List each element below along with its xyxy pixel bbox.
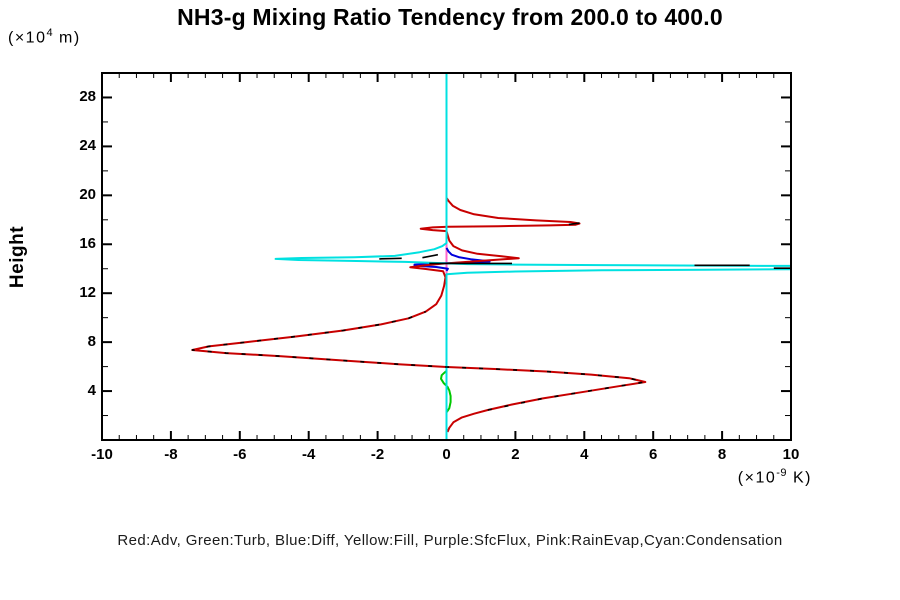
y-tick-label: 24 xyxy=(79,137,96,155)
series-adv xyxy=(191,197,647,433)
x-unit-open: (×10 xyxy=(737,469,777,487)
x-tick-label: 10 xyxy=(782,446,800,463)
y-axis-unit-label: (×104 m) xyxy=(8,27,81,47)
y-tick-label: 12 xyxy=(79,284,96,302)
y-tick-label: 16 xyxy=(79,235,96,253)
x-unit-close: K) xyxy=(787,469,812,487)
x-tick-label: -2 xyxy=(370,446,385,463)
x-unit-exponent: -9 xyxy=(776,467,788,479)
x-tick-label: -10 xyxy=(91,446,113,463)
page-title: NH3-g Mixing Ratio Tendency from 200.0 t… xyxy=(177,4,723,30)
x-axis-unit-label: (×10-9 K) xyxy=(492,467,812,487)
x-tick-label: -6 xyxy=(233,446,247,463)
series-black-overlay-solid xyxy=(379,257,402,260)
y-unit-close: m) xyxy=(53,29,81,47)
series-condensation xyxy=(274,74,790,439)
x-tick-label: 2 xyxy=(511,446,520,463)
y-tick-label: 28 xyxy=(79,88,96,106)
y-tick-label: 20 xyxy=(79,186,96,204)
x-tick-label: 8 xyxy=(717,446,727,463)
series-black-overlay-solid xyxy=(568,222,580,226)
y-unit-exponent: 4 xyxy=(46,27,54,39)
series-diff xyxy=(413,247,491,272)
x-tick-label: 4 xyxy=(580,446,589,463)
legend-text: Red:Adv, Green:Turb, Blue:Diff, Yellow:F… xyxy=(117,532,783,549)
x-tick-label: -4 xyxy=(302,446,316,463)
x-tick-label: 0 xyxy=(442,446,451,463)
series-black-overlay-solid xyxy=(422,253,439,259)
x-tick-label: 6 xyxy=(649,446,658,463)
y-unit-open: (×10 xyxy=(8,29,47,47)
x-tick-label: -8 xyxy=(164,446,178,463)
y-tick-label: 8 xyxy=(87,333,96,351)
series-black-overlay-dashed xyxy=(191,310,647,411)
y-tick-label: 4 xyxy=(87,382,96,400)
